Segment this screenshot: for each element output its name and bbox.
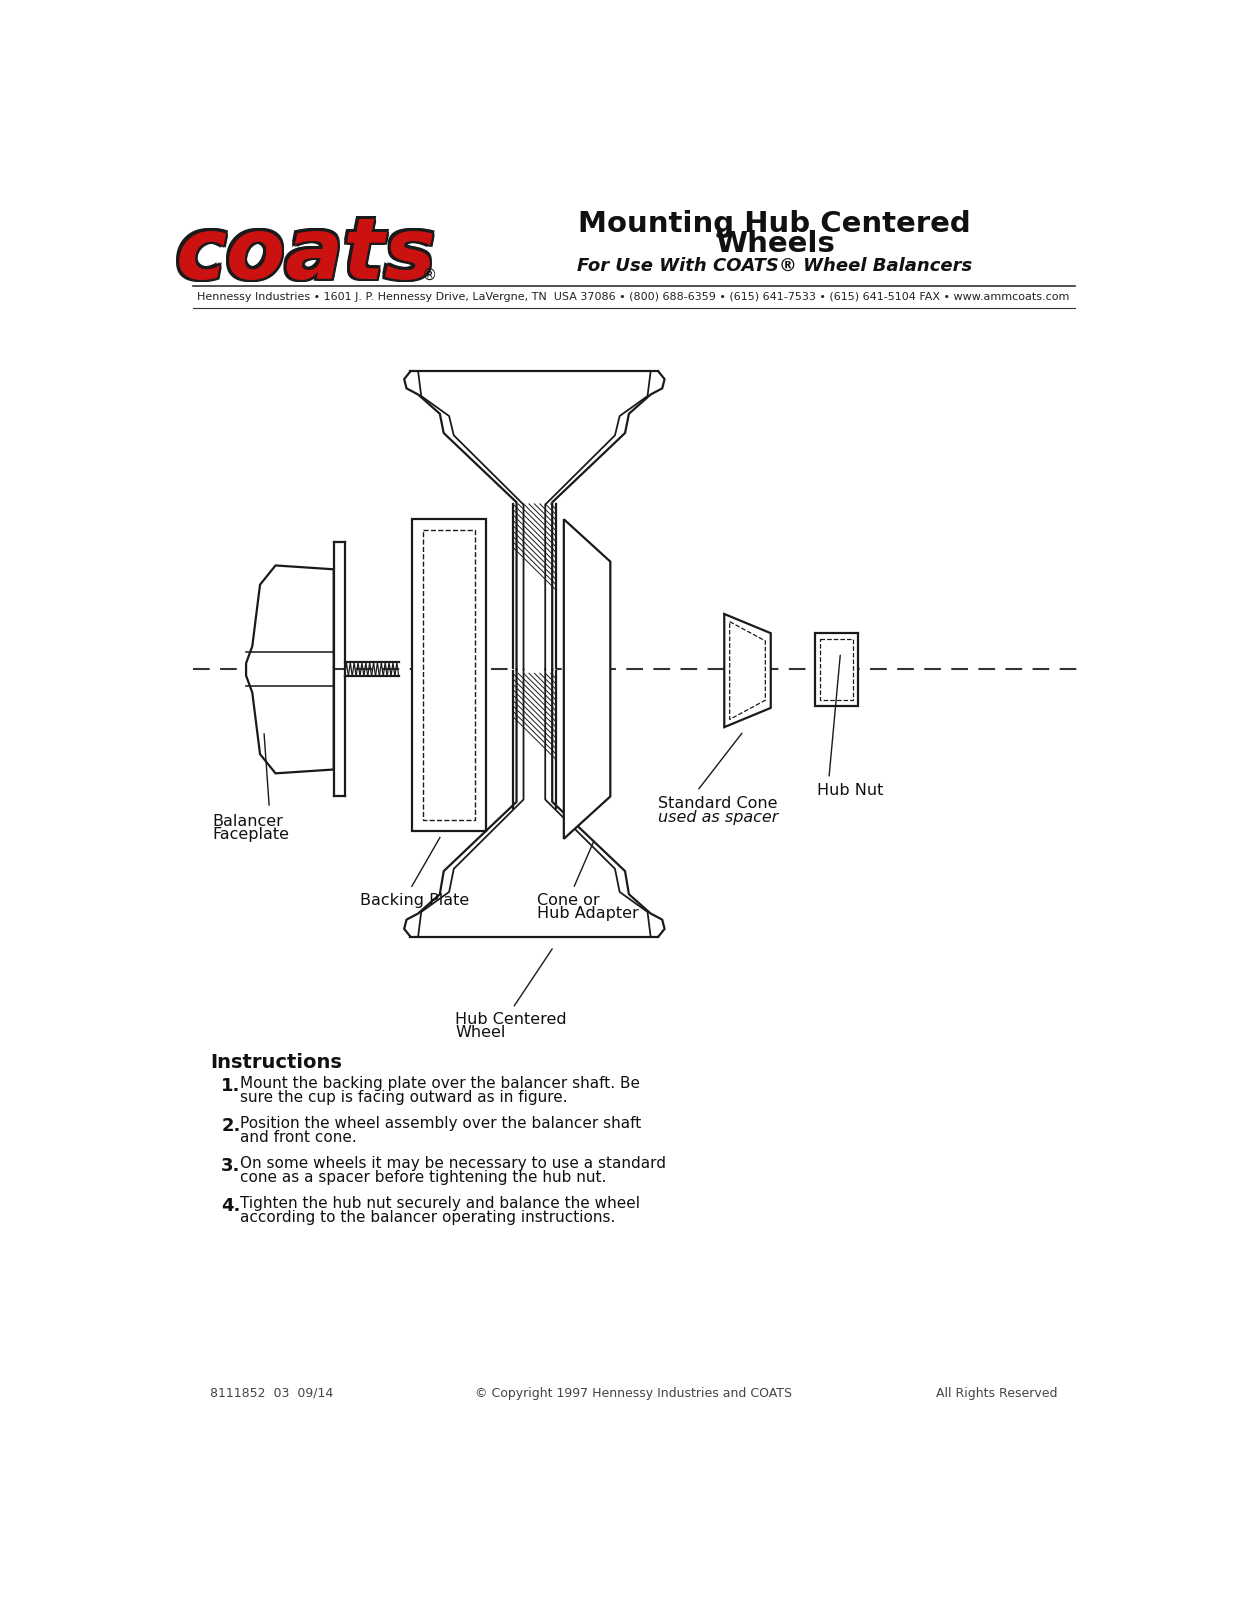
Text: according to the balancer operating instructions.: according to the balancer operating inst… <box>240 1210 615 1226</box>
Text: coats: coats <box>177 213 438 294</box>
Text: Instructions: Instructions <box>210 1053 343 1072</box>
Text: coats: coats <box>178 216 438 299</box>
Text: Tighten the hub nut securely and balance the wheel: Tighten the hub nut securely and balance… <box>240 1197 640 1211</box>
Text: Balancer: Balancer <box>213 814 283 829</box>
Text: coats: coats <box>173 214 434 296</box>
Text: 3.: 3. <box>221 1157 241 1174</box>
Bar <box>815 634 858 706</box>
Text: coats: coats <box>176 214 437 296</box>
Text: coats: coats <box>174 213 434 294</box>
Text: © Copyright 1997 Hennessy Industries and COATS: © Copyright 1997 Hennessy Industries and… <box>475 1387 792 1400</box>
Text: On some wheels it may be necessary to use a standard: On some wheels it may be necessary to us… <box>240 1157 666 1171</box>
Text: Hub Centered: Hub Centered <box>455 1013 567 1027</box>
Text: Standard Cone: Standard Cone <box>658 797 778 811</box>
Text: Mount the backing plate over the balancer shaft. Be: Mount the backing plate over the balance… <box>240 1075 640 1091</box>
Text: Hub Nut: Hub Nut <box>818 784 883 798</box>
Text: Wheels: Wheels <box>715 230 835 258</box>
Text: coats: coats <box>178 214 438 296</box>
Text: Position the wheel assembly over the balancer shaft: Position the wheel assembly over the bal… <box>240 1117 641 1131</box>
Text: Faceplate: Faceplate <box>213 827 289 842</box>
Text: coats: coats <box>177 214 438 298</box>
Text: 4.: 4. <box>221 1197 241 1214</box>
Text: coats: coats <box>173 211 434 294</box>
Text: Mounting Hub Centered: Mounting Hub Centered <box>578 210 971 238</box>
Text: 2.: 2. <box>221 1117 241 1134</box>
Text: and front cone.: and front cone. <box>240 1130 356 1146</box>
Polygon shape <box>724 614 771 726</box>
Text: 8111852  03  09/14: 8111852 03 09/14 <box>210 1387 334 1400</box>
Text: Hennessy Industries • 1601 J. P. Hennessy Drive, LaVergne, TN  USA 37086 • (800): Hennessy Industries • 1601 J. P. Henness… <box>198 293 1070 302</box>
Text: Backing Plate: Backing Plate <box>360 893 469 907</box>
Text: ®: ® <box>422 267 438 283</box>
Text: cone as a spacer before tightening the hub nut.: cone as a spacer before tightening the h… <box>240 1170 606 1186</box>
Bar <box>423 530 475 821</box>
Polygon shape <box>564 520 610 838</box>
Text: used as spacer: used as spacer <box>658 810 779 824</box>
Text: coats: coats <box>173 216 434 299</box>
Text: For Use With COATS® Wheel Balancers: For Use With COATS® Wheel Balancers <box>576 258 972 275</box>
Bar <box>412 520 486 830</box>
Text: Hub Adapter: Hub Adapter <box>537 906 640 920</box>
Text: coats: coats <box>178 211 438 294</box>
Text: sure the cup is facing outward as in figure.: sure the cup is facing outward as in fig… <box>240 1090 568 1106</box>
Text: Cone or: Cone or <box>537 893 600 907</box>
Polygon shape <box>246 565 334 773</box>
Text: 1.: 1. <box>221 1077 241 1094</box>
Text: All Rights Reserved: All Rights Reserved <box>936 1387 1058 1400</box>
Text: Wheel: Wheel <box>455 1026 506 1040</box>
Text: coats: coats <box>174 214 434 298</box>
Text: coats: coats <box>176 211 437 294</box>
Text: coats: coats <box>176 216 437 299</box>
Bar <box>820 638 852 701</box>
Bar <box>512 499 557 808</box>
